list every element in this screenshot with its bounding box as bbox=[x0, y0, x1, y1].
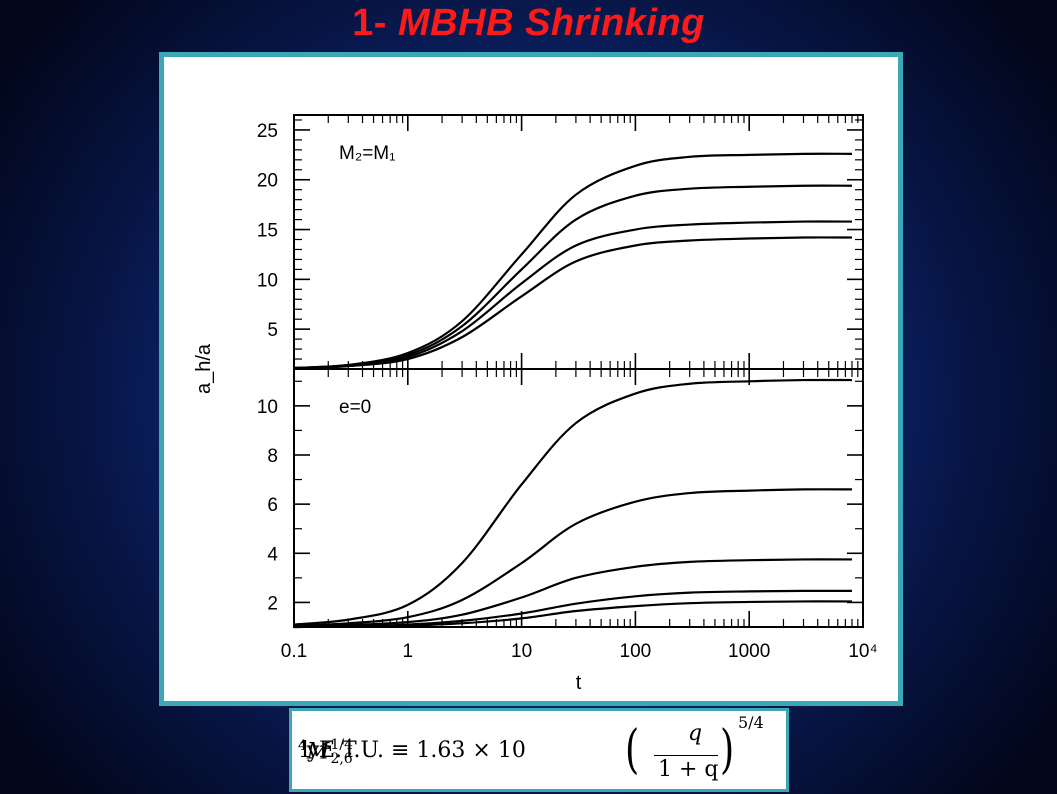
panel-2-series-1-line bbox=[293, 378, 852, 626]
panel-1-series-2-line bbox=[293, 184, 852, 370]
formula-ten-exponent: 4 bbox=[298, 738, 307, 754]
panel-1-y-tick-label: 10 bbox=[257, 270, 278, 291]
x-tick-label: 100 bbox=[620, 641, 652, 662]
panel-2-y-tick-label: 8 bbox=[267, 446, 278, 467]
panel-1-y-tick-label: 15 bbox=[257, 221, 278, 242]
formula-mass-sub: 2,6 bbox=[330, 751, 353, 767]
x-axis-label: t bbox=[576, 672, 582, 694]
figure-frame: 5 10 15 20 25 M₂=M₁ 2 4 6 8 10 e=0 0.1 1 10 100 1000 10⁴ t… bbox=[159, 52, 903, 706]
formula-left-paren: ( bbox=[625, 720, 640, 780]
panel-2-y-tick-label: 10 bbox=[257, 397, 278, 418]
y-axis-label: a_h/a bbox=[193, 343, 215, 394]
etu-formula: 1 E.T.U. ≡ 1.63 × 10 4 yr M 1/4 2,6 ( q 1 +… bbox=[289, 708, 789, 792]
slide-title: 1- MBHB Shrinking bbox=[0, 2, 1057, 45]
panel-1-annotation: M₂=M₁ bbox=[339, 143, 396, 164]
formula-fraction-bar bbox=[654, 755, 718, 756]
formula-right-paren: ) bbox=[720, 720, 735, 780]
x-tick-label: 0.1 bbox=[281, 641, 307, 662]
panel-1-series-3-line bbox=[293, 220, 852, 370]
slide-title-text: MBHB Shrinking bbox=[398, 2, 705, 44]
formula-numerator: q bbox=[688, 721, 703, 746]
panel-2-series-2-line bbox=[293, 488, 852, 627]
panel-2-y-tick-label: 6 bbox=[267, 495, 278, 516]
x-tick-label: 1 bbox=[403, 641, 414, 662]
panel-2-annotation: e=0 bbox=[339, 397, 371, 418]
panel-1-y-tick-label: 20 bbox=[257, 171, 278, 192]
formula-main: 1 E.T.U. ≡ 1.63 × 10 4 yr M 1/4 2,6 bbox=[298, 737, 526, 767]
formula-outer-exponent: 5/4 bbox=[738, 713, 764, 732]
panel-2-series-3-line bbox=[293, 558, 852, 628]
panel-1-series-1-line bbox=[293, 152, 852, 370]
x-tick-label: 1000 bbox=[728, 641, 770, 662]
panel-1-y-tick-label: 25 bbox=[257, 121, 278, 142]
panel-2-y-tick-label: 4 bbox=[267, 544, 278, 565]
panel-2-frame bbox=[293, 368, 864, 628]
panel-1-y-tick-label: 5 bbox=[267, 320, 278, 341]
slide-title-number: 1- bbox=[352, 2, 399, 44]
formula-mass: M bbox=[306, 739, 330, 765]
x-tick-label: 10 bbox=[511, 641, 532, 662]
panel-1-series-4-line bbox=[293, 236, 852, 370]
panel-2-series-5-line bbox=[293, 600, 852, 629]
formula-mass-sup: 1/4 bbox=[330, 737, 353, 753]
formula-denominator: 1 + q bbox=[658, 757, 719, 782]
x-tick-label: 10⁴ bbox=[848, 641, 877, 662]
shrinking-chart: 5 10 15 20 25 M₂=M₁ 2 4 6 8 10 e=0 0.1 1 10 100 1000 10⁴ t… bbox=[193, 114, 878, 694]
panel-2-y-tick-label: 2 bbox=[267, 593, 278, 614]
